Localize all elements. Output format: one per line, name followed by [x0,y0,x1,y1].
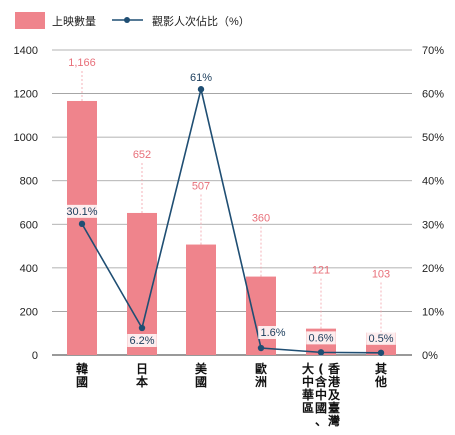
bar [67,100,97,355]
y-left-tick-label: 0 [32,350,38,362]
line-point [78,220,86,228]
y-left-tick-label: 400 [20,263,38,275]
bars [67,100,396,355]
legend-label-bars: 上映數量 [52,15,96,28]
y-right-tick-label: 30% [422,219,444,231]
legend: 上映數量 觀影人次佔比（%） [15,12,250,29]
line-label-bg [258,326,288,340]
bar [127,212,157,355]
line-path [81,89,382,354]
bar-value-label: 652 [133,149,151,161]
y-left-tick-label: 200 [20,306,38,318]
bar-value-label: 103 [372,269,390,281]
y-right-tick-label: 10% [422,306,444,318]
line-series [78,86,385,357]
bar [246,276,276,355]
line-labels: 30.1% 6.2% 61% 1.6% 0.6% 0.5% [64,71,396,347]
line-point [197,86,205,93]
y-right-tick-label: 20% [422,263,444,275]
line-value-label: 1.6% [260,327,285,339]
y-right-tick-label: 40% [422,176,444,188]
y-right-tick-label: 70% [422,45,444,57]
line-label-bg [127,333,157,347]
y-right-tick-label: 0% [422,350,438,362]
line-value-label: 6.2% [129,335,154,347]
category-label: 其他 [374,361,387,389]
line-value-label: 0.5% [368,333,393,345]
line-label-bg [189,71,213,85]
line-label-bg [306,331,336,345]
bar-value-label: 507 [192,181,210,193]
line-label-bg [366,331,396,345]
y-left-tick-label: 1400 [14,45,38,57]
category-label: 日本 [136,362,148,389]
legend-label-line: 觀影人次佔比（%） [152,14,250,28]
bar-labels: 1,166 652 507 360 121 103 [68,57,390,281]
line-point [317,349,325,356]
line-value-label: 30.1% [66,206,97,218]
bar-value-label: 121 [312,265,330,277]
category-label: 歐洲 [255,361,267,389]
legend-marker [124,17,130,23]
y-right-tick-label: 50% [422,132,444,144]
y-right-tick-label: 60% [422,89,444,101]
line-point [138,324,146,332]
line-label-bg [64,204,100,218]
line-value-label: 0.6% [308,332,333,344]
line-point [257,344,265,352]
gridlines [52,49,412,356]
category-label: 大中華區 [302,361,314,415]
category-label: 韓國 [76,361,88,389]
y-left-tick-label: 1200 [14,89,38,101]
category-label: 香港及臺灣 [327,361,341,428]
category-labels: 韓國 日本 美國 歐洲 香港及臺灣(含中國、大中華區 其他 [76,361,387,428]
category-label: 美國 [195,361,208,389]
y-axis-right: 0% 10% 20% 30% 40% 50% 60% 70% [422,45,444,362]
y-axis-left: 0 200 400 600 800 1000 1200 1400 [14,45,38,362]
bar-value-label: 360 [252,213,270,225]
bar [186,244,216,355]
line-point [377,349,385,357]
y-left-tick-label: 800 [20,176,38,188]
y-left-tick-label: 1000 [14,132,38,144]
y-left-tick-label: 600 [20,219,38,231]
bar-value-label: 1,166 [68,57,96,69]
category-label: (含中國、 [315,362,328,428]
line-value-label: 61% [190,72,212,84]
bar-label-leaders [81,71,382,333]
legend-swatch-bars [15,12,45,29]
